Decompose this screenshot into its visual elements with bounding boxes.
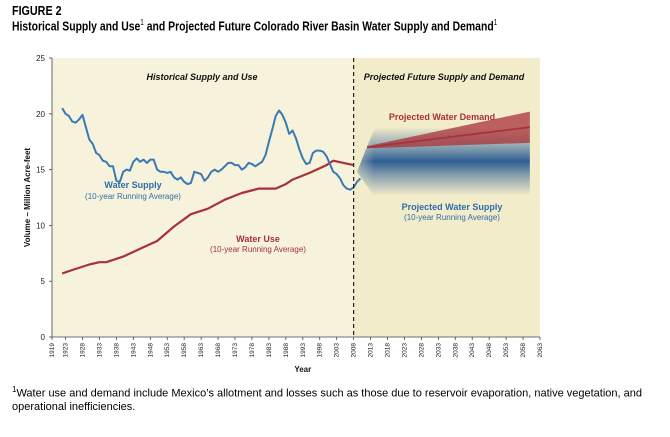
x-tick-label: 1998: [317, 343, 324, 358]
x-tick-label: 2043: [469, 343, 476, 358]
x-tick-label: 2058: [520, 343, 527, 358]
title-superscript-2: 1: [493, 18, 498, 27]
projected-supply-label-sub: (10-year Running Average): [404, 213, 500, 222]
x-tick-label: 2033: [435, 343, 442, 358]
x-tick-label: 1968: [215, 343, 222, 358]
x-tick-label: 2008: [351, 343, 358, 358]
x-tick-label: 1983: [266, 343, 273, 358]
x-tick-label: 2038: [452, 343, 459, 358]
x-tick-label: 1978: [249, 343, 256, 358]
x-tick-label: 2063: [537, 343, 544, 358]
supply-label: Water Supply: [104, 180, 161, 190]
section-label-historical: Historical Supply and Use: [146, 72, 257, 82]
x-axis-title: Year: [294, 365, 311, 374]
y-tick-label: 10: [36, 221, 45, 230]
use-label-sub: (10-year Running Average): [210, 245, 306, 254]
water-use-line: [61, 159, 354, 275]
y-tick-label: 20: [36, 110, 45, 119]
x-tick-label: 1938: [113, 343, 120, 358]
use-label: Water Use: [236, 234, 280, 244]
y-tick-label: 0: [41, 333, 46, 342]
x-tick-label: 2053: [503, 343, 510, 358]
title-part-2: and Projected Future Colorado River Basi…: [143, 18, 494, 34]
projected-demand-band: [367, 111, 530, 149]
title-superscript-1: 1: [140, 18, 144, 27]
x-tick-label: 2028: [418, 343, 425, 358]
historical-background: [52, 58, 354, 337]
water-supply-line: [61, 107, 362, 191]
section-label-projected: Projected Future Supply and Demand: [364, 72, 525, 82]
supply-label-sub: (10-year Running Average): [85, 192, 181, 201]
y-tick-label: 15: [36, 166, 45, 175]
x-tick-label: 2003: [334, 343, 341, 358]
footnote-text: Water use and demand include Mexico’s al…: [12, 387, 642, 414]
figure-title: Historical Supply and Use1 and Projected…: [12, 18, 497, 33]
y-axis-title: Volume – Million Acre-feet: [23, 148, 32, 247]
x-tick-label: 1973: [232, 343, 239, 358]
demand-label: Projected Water Demand: [389, 112, 495, 122]
x-tick-label: 1919: [49, 343, 56, 358]
axes-layer: 0 5 10 15 20 25 1919 1923 1928 1933 1938 1943 1948 19…: [23, 54, 544, 374]
footnote: 1Water use and demand include Mexico’s a…: [12, 383, 652, 415]
projected-supply-label: Projected Water Supply: [402, 202, 503, 212]
x-tick-label: 2023: [401, 343, 408, 358]
x-tick-label: 1933: [96, 343, 103, 358]
x-tick-label: 1953: [164, 343, 171, 358]
projected-demand-line: [367, 126, 530, 149]
x-tick-label: 2048: [486, 343, 493, 358]
x-tick-label: 1923: [63, 343, 70, 358]
y-tick-label: 5: [41, 277, 46, 286]
x-tick-label: 1928: [80, 343, 87, 358]
projected-background: [353, 58, 540, 337]
x-tick-label: 2013: [368, 343, 375, 358]
series-layer: [61, 107, 530, 275]
y-tick-label: 25: [36, 54, 45, 63]
x-tick-label: 1993: [300, 343, 307, 358]
title-part-1: Historical Supply and Use: [12, 18, 141, 34]
footnote-marker: 1: [12, 385, 17, 394]
x-tick-label: 2018: [385, 343, 392, 358]
figure-label: FIGURE 2: [12, 4, 62, 18]
x-tick-label: 1958: [181, 343, 188, 358]
x-tick-label: 1948: [147, 343, 154, 358]
x-tick-label: 1988: [283, 343, 290, 358]
x-tick-label: 1963: [198, 343, 205, 358]
x-tick-label: 1943: [130, 343, 137, 358]
projection-bands: [357, 111, 530, 196]
